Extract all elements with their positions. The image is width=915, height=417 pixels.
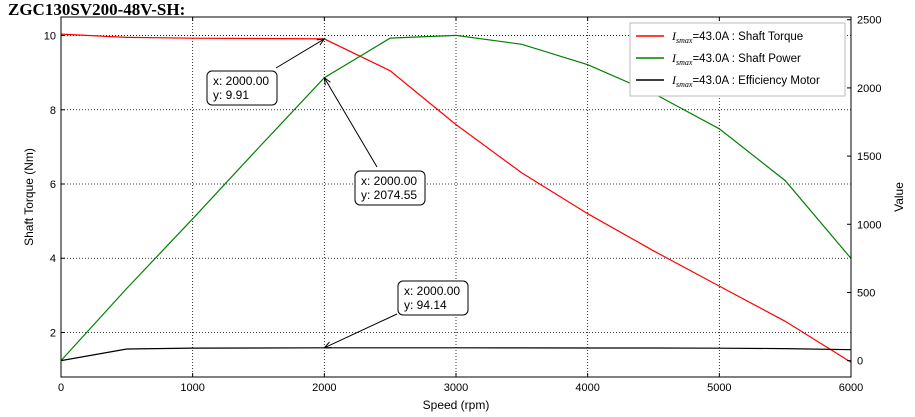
y-left-tick-label: 10 — [44, 31, 56, 43]
legend: Ismax=43.0A : Shaft Torque Ismax=43.0A : … — [629, 22, 846, 97]
annotation-label-x: x: 2000.00 — [213, 74, 269, 88]
grid-layer — [61, 17, 851, 377]
annotation-label-x: x: 2000.00 — [404, 284, 460, 298]
series-line-2 — [60, 347, 852, 362]
y-right-tick-label: 2000 — [857, 83, 881, 95]
y-right-tick-label: 1500 — [857, 151, 881, 163]
x-axis-label: Speed (rpm) — [423, 398, 490, 412]
legend-frame — [629, 22, 846, 97]
y-right-tick-label: 0 — [857, 356, 863, 368]
annotation-box — [354, 170, 426, 206]
annotation-arrow-line — [275, 38, 325, 69]
y-left-tick-label: 8 — [50, 105, 56, 117]
y-right-tick-label: 1000 — [857, 219, 881, 231]
annotation-1: x: 2000.00y: 2074.55 — [323, 76, 426, 206]
annotation-arrow-head — [316, 38, 326, 46]
annotation-label-x: x: 2000.00 — [361, 174, 417, 188]
chart-title: ZGC130SV200-48V-SH: — [8, 0, 186, 19]
annotation-label-y: y: 9.91 — [213, 88, 249, 102]
y-axis-left-label: Shaft Torque (Nm) — [22, 148, 36, 246]
annotation-2: x: 2000.00y: 94.14 — [323, 280, 469, 349]
annotation-arrow-line — [323, 77, 378, 168]
annotation-0: x: 2000.00y: 9.91 — [206, 38, 326, 106]
y-right-tick-label: 500 — [857, 287, 875, 299]
x-tick-label: 5000 — [707, 382, 731, 394]
y-axis-right-label: Value — [892, 182, 906, 212]
annotation-arrow-head — [323, 76, 331, 86]
y-right-tick-label: 2500 — [857, 15, 881, 27]
ticks-layer: 0 1000 2000 3000 4000 5000 6000 2 4 6 8 10 0 500 1000 1… — [44, 15, 882, 394]
x-tick-label: 6000 — [839, 382, 863, 394]
annotation-label-y: y: 94.14 — [404, 298, 447, 312]
series-layer — [60, 33, 852, 363]
annotation-box — [206, 70, 278, 106]
annotation-arrow-line — [324, 313, 398, 349]
x-tick-label: 1000 — [180, 382, 204, 394]
series-line-1 — [60, 34, 852, 362]
annotation-arrow-head — [323, 341, 332, 349]
series-line-0 — [60, 33, 852, 363]
annotation-layer: x: 2000.00y: 9.91x: 2000.00y: 2074.55x: … — [206, 38, 469, 349]
legend-entry-0: Ismax=43.0A : Shaft Torque — [671, 29, 803, 45]
x-tick-label: 0 — [58, 382, 64, 394]
x-tick-label: 2000 — [312, 382, 336, 394]
y-left-tick-label: 6 — [50, 179, 56, 191]
annotation-label-y: y: 2074.55 — [361, 188, 417, 202]
legend-entry-1: Ismax=43.0A : Shaft Power — [671, 51, 801, 67]
y-left-tick-label: 4 — [50, 253, 56, 265]
legend-entry-2: Ismax=43.0A : Efficiency Motor — [671, 73, 820, 89]
x-tick-label: 3000 — [444, 382, 468, 394]
annotation-box — [397, 280, 469, 316]
y-left-tick-label: 2 — [50, 327, 56, 339]
x-tick-label: 4000 — [575, 382, 599, 394]
